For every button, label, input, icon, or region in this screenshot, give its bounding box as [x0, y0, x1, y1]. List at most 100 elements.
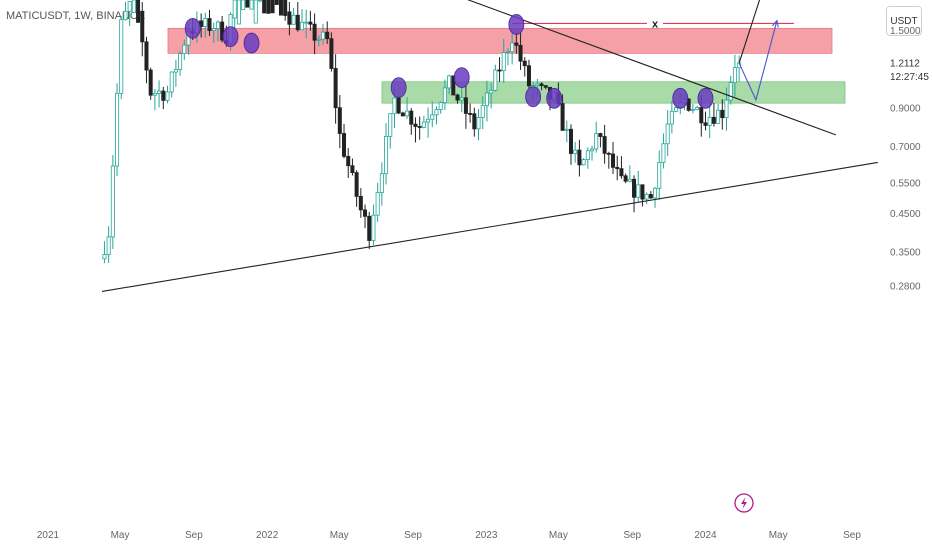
lightning-icon[interactable]: [734, 493, 754, 513]
time-axis-tick: May: [111, 530, 130, 541]
level-x-marker: x: [652, 18, 659, 30]
candle-body: [484, 92, 489, 107]
time-axis-tick: Sep: [185, 530, 203, 541]
candle-body: [388, 113, 393, 137]
projection-path: [738, 0, 761, 64]
symbol-title: MATICUSDT, 1W, BINANCE: [6, 10, 146, 22]
candle-body: [203, 18, 208, 27]
candle-body: [148, 69, 153, 96]
candle-body: [333, 68, 338, 109]
candle-body: [379, 173, 384, 193]
candle-body: [585, 150, 590, 160]
candle-body: [568, 128, 573, 154]
time-axis-tick: May: [549, 530, 568, 541]
candle-body: [417, 126, 422, 128]
candle-body: [690, 108, 695, 111]
candle-body: [371, 214, 376, 241]
candle-body: [157, 90, 162, 94]
candle-body: [728, 82, 733, 101]
touch-marker: [697, 87, 714, 109]
candle-body: [665, 123, 670, 145]
candle-body: [106, 236, 111, 255]
candle-body: [640, 184, 645, 200]
candle-body: [253, 0, 258, 24]
price-axis-tick: 0.2800: [890, 281, 921, 292]
candle-body: [699, 107, 704, 124]
candle-body: [451, 75, 456, 96]
candle-body: [497, 69, 502, 72]
candle-body: [455, 94, 460, 101]
candle-body: [291, 14, 296, 25]
candle-body: [384, 135, 389, 175]
candle-body: [367, 215, 372, 241]
candle-body: [581, 159, 586, 166]
candle-body: [476, 117, 481, 130]
candle-body: [463, 97, 468, 114]
candle-body: [257, 0, 262, 2]
candle-body: [539, 83, 544, 86]
currency-button[interactable]: USDT: [886, 6, 922, 36]
candle-body: [472, 113, 477, 130]
candle-body: [110, 165, 115, 238]
candle-body: [283, 0, 288, 16]
time-axis-tick: 2022: [256, 530, 279, 541]
candle-body: [493, 69, 498, 91]
candle-body: [245, 0, 250, 8]
candle-body: [342, 133, 347, 157]
touch-marker: [390, 77, 407, 99]
candle-body: [350, 165, 355, 174]
candle-body: [594, 133, 599, 150]
price-axis-tick: 0.4500: [890, 209, 921, 220]
candle-body: [720, 109, 725, 119]
countdown-label: 12:27:45: [890, 72, 929, 83]
candle-body: [220, 21, 225, 41]
candle-body: [321, 31, 326, 40]
time-axis-tick: 2021: [37, 530, 60, 541]
candle-body: [615, 166, 620, 170]
candle-body: [442, 87, 447, 104]
candle-body: [363, 209, 368, 217]
candle-body: [354, 172, 359, 197]
candle-body: [123, 10, 128, 21]
time-axis-tick: May: [769, 530, 788, 541]
candle-body: [489, 89, 494, 94]
ascending-support-trendline: [101, 161, 878, 292]
candle-body: [316, 38, 321, 41]
candle-body: [295, 14, 300, 31]
candle-body: [421, 121, 426, 128]
candle-body: [711, 116, 716, 124]
candle-body: [695, 107, 700, 110]
candle-body: [241, 0, 246, 11]
candle-body: [648, 194, 653, 199]
time-axis-tick: Sep: [843, 530, 861, 541]
candle-body: [590, 148, 595, 152]
candle-body: [564, 128, 569, 131]
candle-body: [514, 42, 519, 46]
candle-body: [299, 21, 304, 31]
candle-body: [632, 178, 637, 198]
candle-body: [669, 110, 674, 125]
candle-body: [169, 71, 174, 93]
candle-body: [522, 60, 527, 67]
candle-body: [732, 67, 737, 84]
candle-body: [115, 92, 120, 167]
candle-body: [102, 254, 107, 260]
price-axis-tick: 1.9000: [890, 0, 921, 1]
candle-body: [636, 184, 641, 198]
candle-body: [661, 143, 666, 163]
candle-body: [560, 103, 565, 131]
candle-body: [325, 31, 330, 40]
candle-body: [266, 0, 271, 14]
candle-body: [598, 133, 603, 137]
candle-body: [627, 178, 632, 182]
candle-body: [426, 118, 431, 123]
time-axis-tick: Sep: [623, 530, 641, 541]
resistance-zone: [167, 27, 833, 54]
candle-body: [140, 10, 145, 43]
candle-body: [480, 105, 485, 118]
candle-body: [178, 53, 183, 70]
candle-body: [505, 51, 510, 54]
candle-body: [262, 0, 267, 14]
